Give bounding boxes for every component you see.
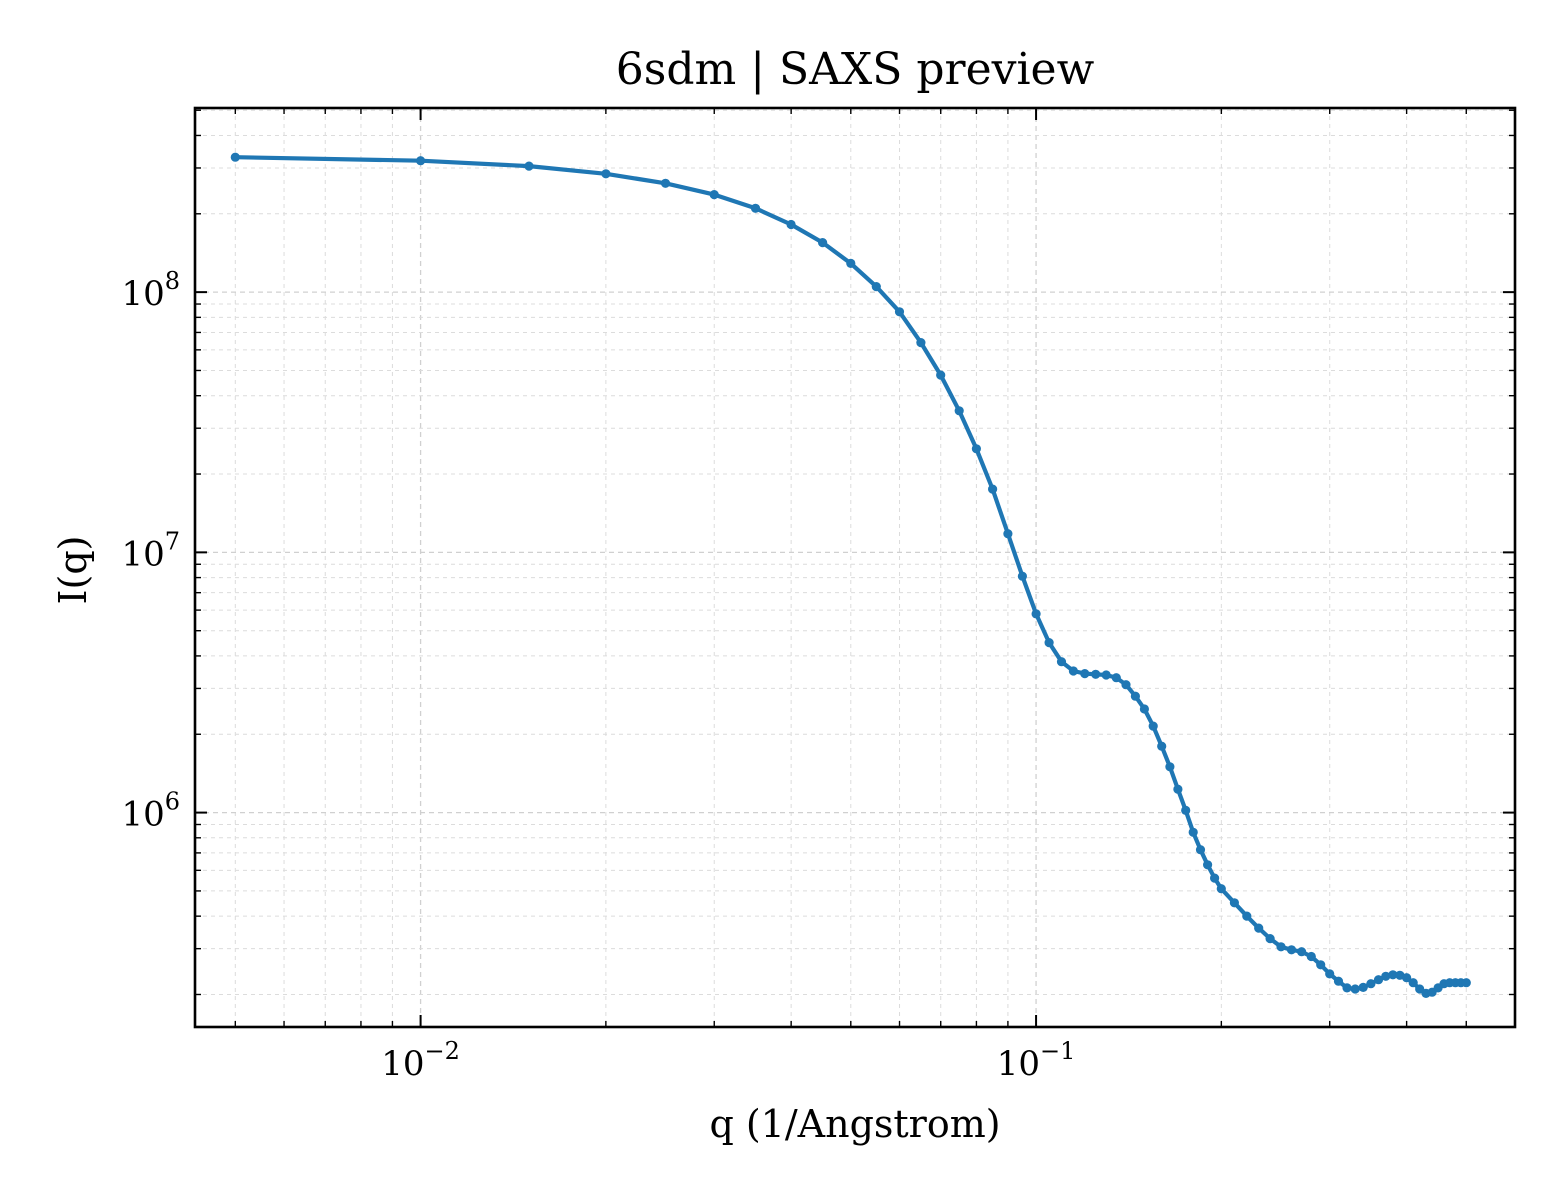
- data-point: [786, 219, 796, 230]
- data-point: [750, 203, 761, 213]
- data-point: [1044, 638, 1054, 648]
- data-point: [1408, 978, 1418, 988]
- data-point: [846, 258, 856, 268]
- data-point: [1325, 969, 1335, 979]
- data-point: [1276, 942, 1286, 952]
- data-point: [601, 169, 611, 179]
- data-point: [1080, 669, 1090, 679]
- data-point: [1402, 973, 1412, 983]
- data-point: [1121, 680, 1131, 690]
- data-point: [1265, 934, 1275, 944]
- data-point: [936, 370, 946, 380]
- data-point: [1203, 860, 1213, 870]
- data-point: [1316, 960, 1326, 970]
- data-point: [1101, 670, 1111, 680]
- y-tick-label: 108: [121, 267, 180, 314]
- data-point: [1111, 673, 1121, 683]
- data-point: [954, 406, 964, 416]
- data-point: [818, 238, 828, 248]
- data-point: [871, 282, 881, 292]
- data-point: [1031, 609, 1041, 619]
- data-point: [1229, 898, 1239, 908]
- data-point: [524, 161, 534, 171]
- data-point: [988, 484, 998, 494]
- data-point: [1358, 982, 1368, 993]
- data-point: [1254, 923, 1264, 933]
- data-point: [230, 152, 240, 162]
- data-point: [416, 156, 426, 166]
- data-point: [1139, 704, 1149, 714]
- x-tick-label: 10−2: [381, 1037, 460, 1084]
- data-point: [1461, 978, 1471, 988]
- data-point: [660, 178, 671, 188]
- data-point: [1091, 669, 1101, 679]
- chart-title: 6sdm | SAXS preview: [616, 44, 1095, 95]
- data-point: [709, 190, 719, 200]
- data-point: [1306, 951, 1316, 962]
- data-point: [1173, 784, 1183, 794]
- data-point: [894, 307, 905, 317]
- data-point: [1388, 970, 1398, 980]
- data-point: [1056, 657, 1067, 667]
- data-point: [1342, 983, 1352, 993]
- data-point: [1333, 976, 1344, 986]
- data-point: [1242, 911, 1252, 921]
- series-layer: [230, 152, 1471, 999]
- data-point: [1068, 666, 1078, 676]
- data-point: [1165, 762, 1175, 772]
- data-point: [1130, 691, 1140, 701]
- data-point: [1366, 979, 1376, 989]
- plot-frame: [193, 106, 1517, 1029]
- data-point: [1195, 845, 1206, 855]
- data-point: [1003, 529, 1013, 539]
- data-point: [1017, 571, 1027, 581]
- data-point: [1210, 873, 1220, 883]
- data-point: [916, 338, 926, 348]
- data-point: [1373, 975, 1384, 985]
- data-point: [1188, 827, 1198, 837]
- data-point: [1381, 971, 1391, 981]
- x-tick-label: 10−1: [997, 1037, 1076, 1084]
- data-point: [1286, 945, 1297, 955]
- x-axis-label: q (1/Angstrom): [709, 1102, 1000, 1146]
- y-tick-label: 107: [121, 527, 180, 574]
- y-axis-label: I(q): [51, 536, 95, 605]
- data-point: [1216, 884, 1226, 894]
- data-point: [1350, 984, 1360, 994]
- data-point: [1148, 721, 1158, 731]
- data-point: [971, 444, 982, 454]
- axis-ticks: 10−2 10−1 106 107 108: [121, 108, 1515, 1084]
- grid: [195, 108, 1515, 1027]
- data-point: [1157, 741, 1167, 751]
- y-tick-label: 106: [121, 788, 180, 835]
- data-point: [1181, 805, 1191, 816]
- data-point: [1297, 947, 1307, 957]
